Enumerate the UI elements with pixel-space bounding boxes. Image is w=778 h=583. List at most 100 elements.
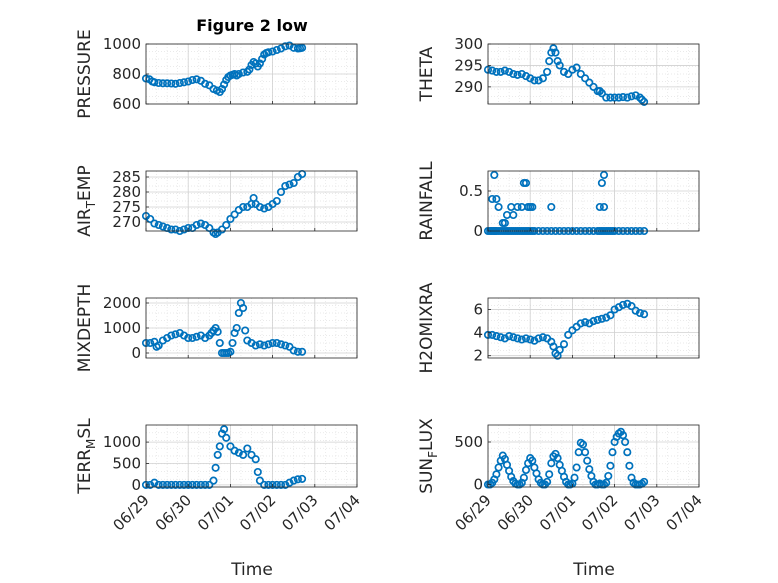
data-point	[272, 196, 281, 206]
data-point	[285, 180, 294, 189]
data-point	[276, 340, 286, 349]
data-point	[167, 331, 176, 340]
data-point	[239, 450, 248, 459]
data-point	[492, 332, 501, 341]
data-point	[568, 65, 577, 74]
data-point	[585, 78, 594, 87]
data-point	[260, 204, 269, 213]
data-point	[163, 480, 172, 489]
data-point	[196, 219, 205, 228]
x-tick-label: 07/01	[536, 491, 579, 534]
data-point	[602, 93, 611, 102]
minor-grid	[488, 171, 699, 231]
data-point	[507, 472, 516, 481]
x-axis-label-left: Time	[230, 560, 273, 580]
data-point	[581, 448, 590, 457]
data-point	[547, 202, 556, 212]
data-point	[597, 314, 606, 323]
y-axis-label: AIRTEMP	[75, 165, 98, 236]
data-point	[276, 187, 286, 197]
data-point	[179, 78, 189, 87]
data-point	[171, 330, 180, 339]
data-point	[564, 69, 573, 79]
data-point	[228, 338, 237, 348]
data-point	[564, 330, 573, 339]
y-tick-label: 0	[473, 222, 483, 240]
data-point	[570, 473, 579, 482]
data-point	[555, 61, 564, 70]
y-tick-label: 295	[454, 56, 483, 74]
data-point	[239, 202, 248, 212]
data-point	[217, 225, 227, 234]
data-point	[171, 225, 180, 234]
data-point	[230, 446, 239, 455]
y-tick-label: 2000	[103, 294, 141, 312]
data-point	[618, 300, 628, 309]
data-point	[496, 67, 505, 76]
data-point	[211, 463, 220, 472]
x-tick-label: 07/03	[278, 491, 321, 534]
data-point	[188, 480, 197, 489]
data-point	[623, 448, 632, 457]
axes-box	[145, 170, 358, 232]
data-point	[559, 340, 569, 349]
y-tick-label: 285	[112, 168, 141, 186]
data-point	[209, 476, 218, 485]
series-markers	[141, 425, 307, 489]
data-point	[623, 93, 632, 102]
y-tick-label: 0	[131, 476, 141, 494]
data-point	[167, 79, 176, 88]
data-point	[188, 333, 197, 343]
y-tick-label: 600	[112, 95, 141, 113]
data-point	[226, 214, 235, 224]
data-point	[597, 178, 606, 188]
y-tick-label: 2	[473, 347, 483, 365]
data-point	[222, 220, 231, 230]
data-point	[576, 319, 585, 328]
data-point	[492, 67, 501, 76]
data-point	[179, 480, 189, 489]
data-point	[640, 477, 649, 486]
data-point	[538, 74, 547, 83]
y-tick-label: 1000	[103, 35, 141, 53]
data-point	[627, 92, 636, 101]
data-point	[289, 178, 298, 188]
data-point	[614, 93, 623, 102]
y-tick-label: 500	[112, 454, 141, 472]
data-point	[494, 202, 503, 212]
data-point	[293, 347, 302, 356]
data-point	[230, 210, 239, 219]
data-point	[146, 214, 155, 224]
x-axis-label-right: Time	[572, 560, 615, 580]
data-point	[154, 220, 163, 230]
data-point	[526, 335, 535, 344]
series-markers	[483, 299, 649, 360]
data-point	[545, 470, 554, 479]
data-point	[234, 448, 243, 457]
data-point	[255, 476, 264, 485]
x-tick-label: 07/03	[620, 491, 663, 534]
data-point	[631, 91, 640, 100]
data-point	[184, 480, 193, 489]
data-point	[543, 477, 552, 486]
data-point	[167, 480, 176, 489]
data-point	[595, 202, 604, 212]
y-tick-label: 1000	[103, 319, 141, 337]
data-point	[239, 303, 248, 313]
x-tick-label: 07/01	[194, 491, 237, 534]
data-point	[281, 42, 290, 51]
data-point	[585, 465, 594, 474]
y-tick-label: 290	[454, 78, 483, 96]
x-tick-label: 06/29	[110, 491, 153, 534]
subplot-rainfall: 0 0.5 RAINFALL	[417, 161, 700, 241]
data-point	[192, 332, 201, 341]
data-point	[272, 338, 281, 348]
data-point	[555, 345, 564, 354]
data-point	[490, 170, 499, 180]
data-point	[268, 480, 277, 489]
data-point	[494, 463, 503, 472]
series-markers	[483, 427, 649, 489]
data-point	[640, 97, 649, 106]
data-point	[519, 473, 528, 482]
